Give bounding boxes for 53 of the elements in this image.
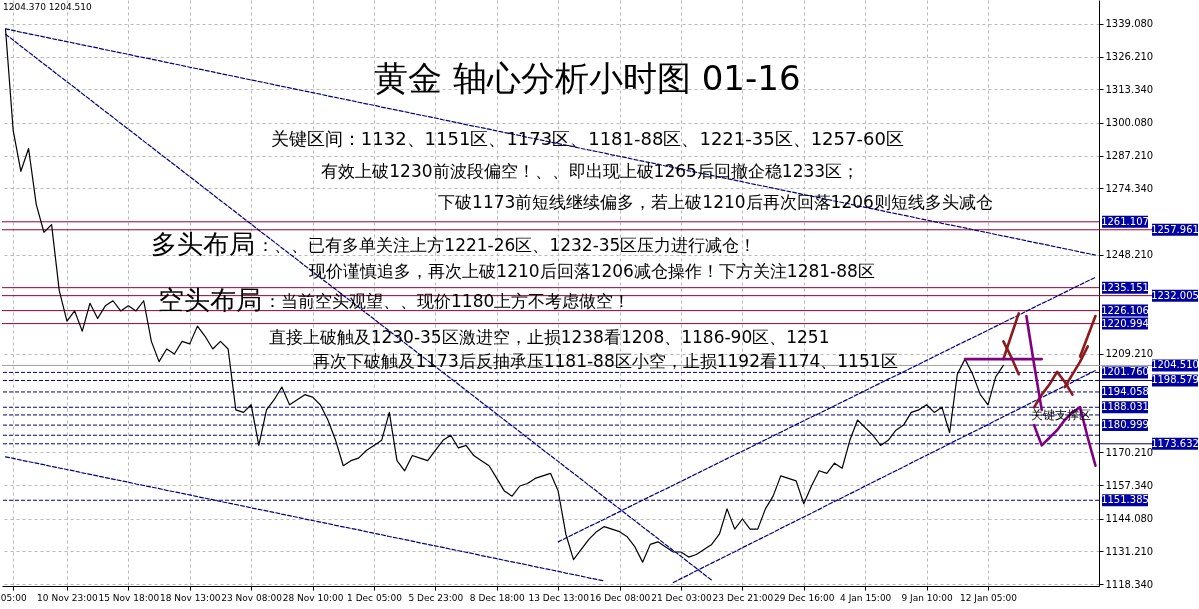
x-tick-label: 4 Jan 15:00 xyxy=(840,592,892,603)
y-tick-label: 1339.080 xyxy=(1105,18,1154,30)
x-tick-label: 23 Nov 08:00 xyxy=(221,592,283,603)
ref-line-label: 1180.999 xyxy=(1101,419,1149,431)
y-tick-label: 1300.080 xyxy=(1105,117,1154,129)
y-tick-label: 1170.210 xyxy=(1105,446,1154,458)
x-tick-label: 18 Nov 13:00 xyxy=(159,592,221,603)
ref-line-label: 1198.579 xyxy=(1151,374,1199,386)
y-tick-label: 1118.340 xyxy=(1105,578,1154,590)
x-tick-label: 10 Nov 23:00 xyxy=(37,592,99,603)
ref-line-label: 1188.031 xyxy=(1101,401,1149,413)
text: 黄金 轴心分析小时图 01-16 xyxy=(374,58,801,98)
annotation: 直接上破触及1230-35区激进空，止损1238看1208、1186-90区、1251 xyxy=(268,327,830,347)
ref-line-label: 1261.107 xyxy=(1101,215,1149,227)
ref-line-label: 1194.058 xyxy=(1101,385,1149,397)
y-tick-label: 1274.340 xyxy=(1105,182,1154,194)
x-tick-label: 8 Dec 18:00 xyxy=(469,592,525,603)
annotation: 1204.370 1204.510 xyxy=(2,2,92,12)
ref-line-label: 1226.106 xyxy=(1101,304,1149,316)
y-tick-label: 1326.210 xyxy=(1105,51,1154,63)
x-tick-label: 16 Dec 08:00 xyxy=(589,592,651,603)
annotation: 现价谨慎追多，再次上破1210后回落1206减仓操作！下方关注1281-88区 xyxy=(309,261,875,281)
y-tick-label: 1209.210 xyxy=(1105,348,1154,359)
annotation: 下破1173前短线继续偏多，若上破1210后再次回落1206则短线多头减仓 xyxy=(438,192,993,212)
ref-line-label: 1235.151 xyxy=(1101,281,1149,293)
annotation: 多头布局 xyxy=(151,229,256,259)
x-tick-label: 9 Jan 10:00 xyxy=(901,592,953,603)
y-tick-label: 1131.210 xyxy=(1105,545,1154,557)
annotation: 再次下破触及1173后反抽承压1181-88区小空，止损1192看1174、1151区 xyxy=(313,351,898,371)
y-tick-label: 1287.210 xyxy=(1105,150,1154,162)
annotation: ：当前空头观望、、现价1180上方不考虑做空！ xyxy=(264,291,631,311)
ref-line-label: 1220.994 xyxy=(1101,317,1149,329)
x-tick-label: 05:00 xyxy=(0,592,27,603)
x-tick-label: 13 Dec 13:00 xyxy=(528,592,590,603)
y-tick-label: 1313.340 xyxy=(1105,83,1154,95)
y-tick-label: 1144.080 xyxy=(1105,513,1154,525)
x-tick-label: 23 Dec 21:00 xyxy=(712,592,774,603)
ref-line-label: 1204.510 xyxy=(1151,359,1199,371)
ref-line-label: 1257.961 xyxy=(1151,223,1199,235)
x-tick-label: 28 Nov 10:00 xyxy=(282,592,344,603)
x-tick-label: 29 Dec 16:00 xyxy=(774,592,835,603)
ref-line-label: 1201.760 xyxy=(1101,366,1149,378)
x-tick-label: 5 Dec 23:00 xyxy=(408,592,464,603)
annotation: ：、、已有多单关注上方1221-26区、1232-35区压力进行减仓！ xyxy=(257,235,757,255)
x-tick-label: 21 Dec 03:00 xyxy=(651,592,713,603)
ref-line-label: 1232.005 xyxy=(1151,289,1199,301)
x-tick-label: 15 Nov 18:00 xyxy=(98,592,160,603)
y-tick-label: 1157.340 xyxy=(1105,479,1154,491)
ref-line-label: 1173.632 xyxy=(1151,437,1199,449)
ref-line-label: 1151.385 xyxy=(1101,494,1149,506)
x-tick-label: 1 Dec 05:00 xyxy=(347,592,403,603)
y-tick-label: 1248.210 xyxy=(1105,249,1154,261)
x-tick-label: 12 Jan 05:00 xyxy=(960,592,1018,603)
